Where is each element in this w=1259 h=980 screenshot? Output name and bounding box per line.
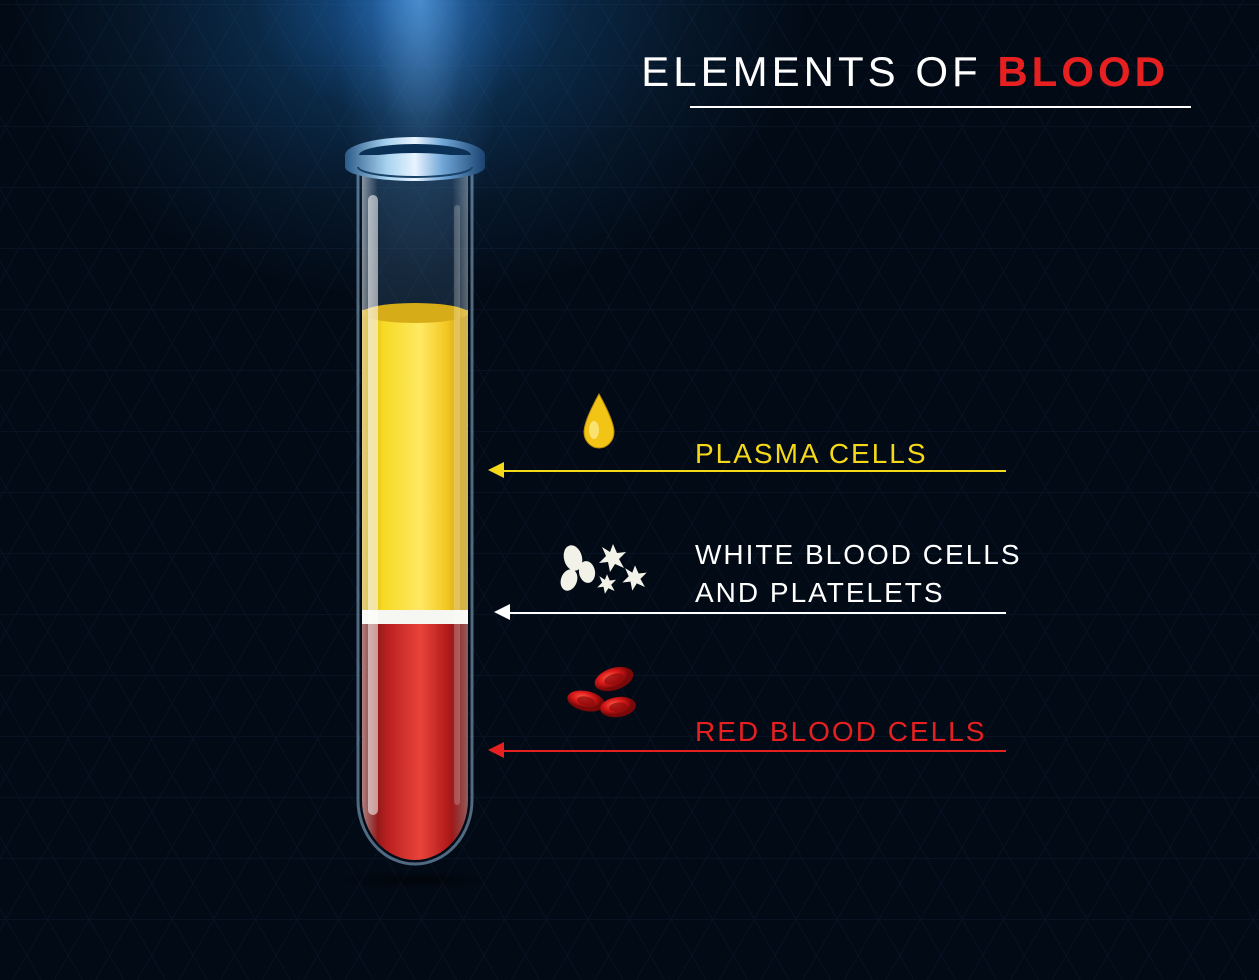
wbc-label-line2: AND PLATELETS: [695, 577, 945, 608]
title-accent: BLOOD: [997, 48, 1169, 95]
rbc-arrowhead: [488, 742, 504, 758]
rbc-line: [502, 750, 1006, 752]
hex-bg-pattern: [0, 0, 1259, 980]
wbc-cluster-icon: [555, 540, 655, 600]
wbc-line: [508, 612, 1006, 614]
plasma-label: PLASMA CELLS: [695, 438, 928, 470]
wbc-label-line1: WHITE BLOOD CELLS: [695, 539, 1022, 570]
tube-highlight-right: [454, 205, 460, 805]
wbc-label: WHITE BLOOD CELLS AND PLATELETS: [695, 536, 1022, 612]
plasma-line: [502, 470, 1006, 472]
drop-icon: [580, 392, 618, 450]
wbc-arrowhead: [494, 604, 510, 620]
title-prefix: ELEMENTS OF: [641, 48, 997, 95]
test-tube-svg: [340, 135, 490, 875]
plasma-arrowhead: [488, 462, 504, 478]
test-tube: [340, 135, 490, 875]
tube-highlight-left: [368, 195, 378, 815]
page-title: ELEMENTS OF BLOOD: [641, 48, 1169, 96]
title-underline: [690, 106, 1191, 108]
rbc-cluster-icon: [560, 665, 650, 725]
rbc-label: RED BLOOD CELLS: [695, 716, 986, 748]
